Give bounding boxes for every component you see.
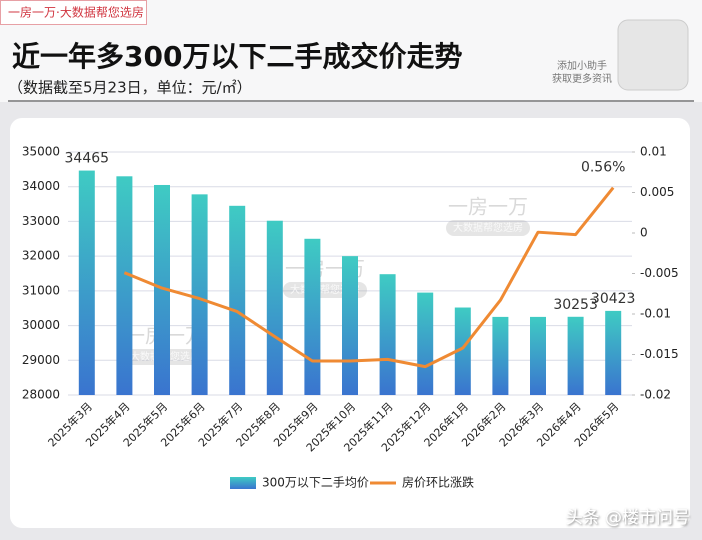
y-tick-label: 28000 [22, 388, 60, 402]
watermark: 一房一万 [448, 195, 528, 219]
y-tick-label: 32000 [22, 249, 60, 263]
bar [154, 184, 170, 395]
bar [304, 238, 321, 395]
subtitle: （数据截至5月23日，单位：元/㎡） [8, 79, 252, 97]
bar [116, 176, 133, 395]
bar [342, 256, 358, 395]
footer: 头条 @楼市问号 [566, 508, 690, 528]
y-tick-label: 31000 [22, 283, 60, 297]
tag: 一房一万·大数据帮您选房 [8, 5, 144, 20]
tag-box [0, 0, 147, 25]
bar [78, 170, 95, 395]
legend-label: 300万以下二手均价 [262, 476, 369, 490]
bar [417, 292, 434, 395]
data-label: 30423 [591, 291, 636, 307]
y2-tick-label: -0.02 [640, 388, 671, 402]
legend-label: 房价环比涨跌 [402, 475, 474, 490]
line [123, 186, 615, 369]
bar [567, 316, 584, 395]
y2-tick-label: -0.01 [640, 307, 671, 321]
bar [454, 307, 471, 395]
watermark: 大数据帮您选房 [453, 221, 523, 234]
y2-tick-label: 0.01 [640, 145, 667, 159]
title: 近一年多300万以下二手成交价走势 [12, 40, 462, 73]
y2-tick-label: 0.005 [640, 185, 674, 199]
data-label: 34465 [65, 151, 110, 167]
bar [379, 274, 396, 395]
bar [530, 316, 546, 395]
y-tick-label: 34000 [22, 179, 60, 193]
bar [191, 194, 208, 395]
data-label: 30253 [553, 297, 598, 313]
y2-tick-label: -0.005 [640, 266, 679, 280]
side-note: 获取更多资讯 [552, 72, 612, 85]
y2-tick-label: 0 [640, 226, 648, 240]
data-label: 0.56% [581, 160, 625, 176]
legend-swatch [230, 477, 256, 489]
y-tick-label: 33000 [22, 214, 60, 228]
watermark-pill [446, 220, 530, 236]
y-tick-label: 35000 [22, 145, 60, 159]
qr-placeholder [617, 19, 689, 91]
y2-tick-label: -0.015 [640, 347, 679, 361]
bar [266, 220, 283, 395]
bar [605, 310, 622, 395]
y-tick-label: 29000 [22, 353, 60, 367]
bar [229, 205, 246, 395]
bar [492, 316, 509, 395]
y-tick-label: 30000 [22, 318, 60, 332]
side-note: 添加小助手 [557, 59, 607, 72]
